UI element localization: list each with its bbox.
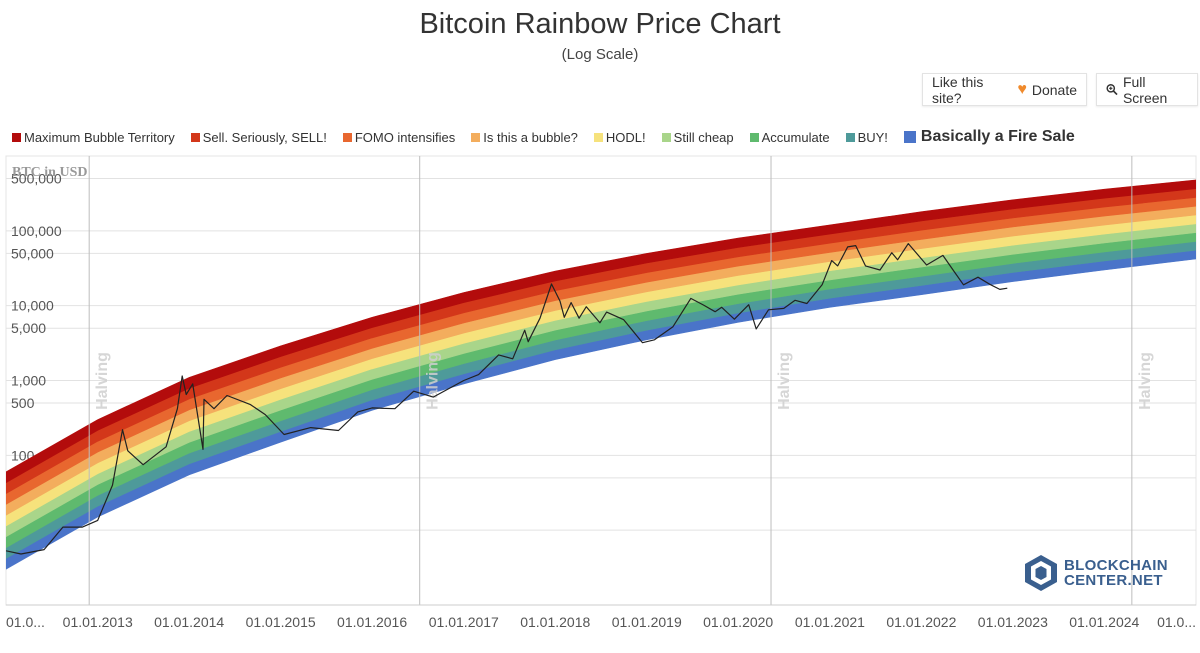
legend-label: Maximum Bubble Territory [24, 129, 175, 145]
legend-swatch [12, 132, 21, 142]
heart-icon: ♥ [1017, 80, 1027, 98]
x-tick-label: 01.01.2014 [154, 614, 224, 630]
donate-prompt: Like this site? [932, 73, 984, 106]
legend-swatch [471, 132, 481, 142]
y-tick-label: 500,000 [11, 171, 62, 187]
zoom-icon [1106, 83, 1118, 96]
x-tick-label: 01.01.2021 [795, 614, 865, 630]
legend-swatch [661, 132, 671, 142]
donate-button[interactable]: Like this site? ♥ Donate [922, 73, 1087, 106]
x-tick-label: 01.01.2016 [337, 614, 407, 630]
donate-label: Donate [1031, 81, 1077, 98]
legend-item[interactable]: Basically a Fire Sale [903, 128, 1075, 146]
blockchaincenter-logo: BLOCKCHAIN CENTER.NET [1024, 554, 1168, 592]
y-tick-label: 100,000 [11, 223, 62, 239]
legend-item[interactable]: BUY! [845, 129, 888, 145]
rainbow-band [6, 179, 1196, 484]
y-tick-label: 50,000 [11, 245, 54, 261]
legend-label: Still cheap [673, 129, 734, 145]
halving-label: Halving [425, 352, 442, 410]
legend-item[interactable]: Is this a bubble? [471, 130, 578, 145]
y-axis-label: BTC in USD [12, 165, 87, 180]
x-tick-label: 01.01.2019 [612, 614, 682, 630]
x-tick-label: 01.01.2013 [63, 614, 133, 630]
chart-legend: Maximum Bubble Territory Sell. Seriously,… [12, 126, 1091, 148]
x-tick-label: 01.0... [6, 614, 45, 630]
y-tick-label: 500 [11, 395, 35, 411]
legend-item[interactable]: Still cheap [661, 129, 734, 145]
y-tick-label: 1,000 [11, 373, 46, 389]
legend-label: FOMO intensifies [354, 129, 456, 145]
legend-item[interactable]: Accumulate [749, 129, 830, 145]
x-tick-label: 01.01.2024 [1069, 614, 1139, 630]
legend-label: Basically a Fire Sale [920, 128, 1075, 145]
legend-swatch [749, 132, 759, 142]
page-subtitle: (Log Scale) [561, 46, 639, 63]
legend-swatch [845, 132, 855, 142]
btc-price-line [6, 243, 1008, 555]
logo-line-1: BLOCKCHAIN [1064, 557, 1168, 574]
x-tick-label: 01.01.2018 [520, 614, 590, 630]
halving-label: Halving [94, 352, 111, 410]
legend-label: Accumulate [761, 129, 830, 145]
x-tick-label: 01.0... [1157, 614, 1196, 630]
halving-label: Halving [1137, 352, 1154, 410]
legend-item[interactable]: HODL! [593, 129, 646, 145]
legend-label: Sell. Seriously, SELL! [202, 129, 327, 145]
x-tick-label: 01.01.2023 [978, 614, 1048, 630]
legend-swatch [593, 132, 603, 142]
x-tick-label: 01.01.2022 [886, 614, 956, 630]
x-tick-label: 01.01.2020 [703, 614, 773, 630]
logo-line-2: CENTER.NET [1064, 572, 1163, 589]
legend-label: BUY! [857, 129, 888, 145]
legend-label: Is this a bubble? [483, 129, 578, 145]
fullscreen-button[interactable]: Full Screen [1096, 73, 1198, 106]
x-tick-label: 01.01.2015 [246, 614, 316, 630]
rainbow-chart: 10501005001,0005,00010,00050,000100,0005… [5, 155, 1197, 630]
legend-item[interactable]: Maximum Bubble Territory [12, 130, 175, 145]
legend-item[interactable]: FOMO intensifies [342, 129, 456, 145]
page-title: Bitcoin Rainbow Price Chart [419, 8, 781, 40]
legend-item[interactable]: Sell. Seriously, SELL! [190, 129, 327, 145]
fullscreen-label: Full Screen [1122, 73, 1168, 106]
halving-label: Halving [776, 352, 793, 410]
y-tick-label: 5,000 [11, 320, 46, 336]
y-tick-label: 10,000 [11, 298, 54, 314]
legend-swatch [190, 132, 200, 142]
legend-swatch [342, 132, 352, 142]
x-tick-label: 01.01.2017 [429, 614, 499, 630]
legend-label: HODL! [605, 129, 646, 145]
cube-logo-icon [1025, 555, 1057, 591]
legend-swatch [903, 131, 916, 143]
